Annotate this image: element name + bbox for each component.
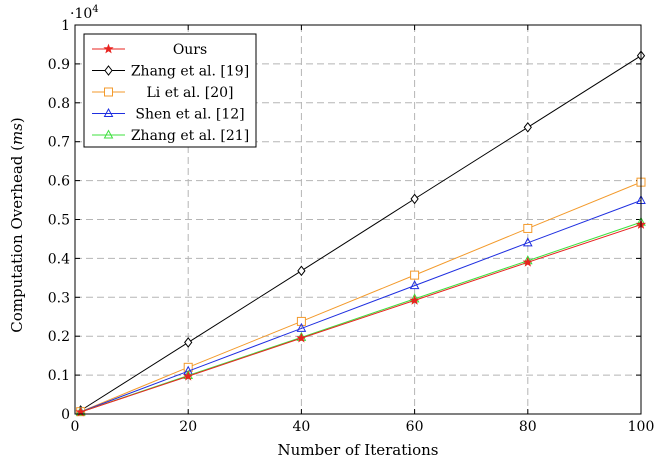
series-3: [75, 194, 646, 416]
legend-label: Zhang et al. [21]: [131, 128, 249, 144]
y-tick-label: 1: [61, 18, 70, 34]
y-axis-title-unit: ms: [8, 123, 26, 145]
tick-labels: 0 20 40 60 80 100 0 0.1 0.2 0.3 0.4 0.5 0.6 0.7 0.8 0.9…: [48, 18, 654, 435]
data-point: [410, 270, 420, 280]
y-tick-label: 0.6: [48, 174, 70, 190]
y-tick-label: 0.3: [48, 290, 70, 306]
data-point: [523, 121, 532, 133]
y-tick-label: 0.5: [48, 213, 70, 229]
legend-item: Zhang et al. [19]: [92, 64, 249, 80]
data-point: [296, 322, 307, 332]
data-point: [296, 332, 307, 343]
data-point: [409, 280, 420, 290]
legend-label: Zhang et al. [19]: [131, 64, 249, 80]
y-tick-label: 0.9: [48, 57, 70, 73]
data-point: [296, 316, 306, 326]
series-line: [80, 55, 642, 411]
x-axis-title: Number of Iterations: [278, 441, 439, 459]
data-point: [297, 265, 306, 277]
x-tick-label: 60: [406, 419, 424, 435]
series-line: [80, 221, 642, 413]
series-line: [80, 181, 642, 413]
legend-marker: [103, 107, 114, 117]
y-tick-label: 0: [61, 407, 70, 423]
legend-item: Shen et al. [12]: [92, 107, 245, 123]
plot-area-frame: [74, 24, 642, 415]
series-line: [80, 224, 642, 413]
legend-item: Ours: [92, 42, 207, 58]
x-tick-label: 20: [179, 419, 197, 435]
legend-label: Li et al. [20]: [146, 85, 233, 101]
y-tick-label: 0.2: [48, 329, 70, 345]
legend-marker: [104, 87, 113, 97]
data-point: [183, 370, 194, 381]
y-tick-label: 0.1: [48, 368, 70, 384]
y-multiplier-exponent: 4: [92, 4, 98, 15]
data-point: [522, 256, 533, 267]
data-point: [409, 295, 420, 305]
legend: Ours Zhang et al. [19] Li et al. [20] Shen …: [83, 33, 257, 148]
y-tick-label: 0.7: [48, 135, 70, 151]
y-axis-multiplier: ·104: [70, 4, 99, 22]
y-axis-title: Computation Overhead (ms): [8, 117, 26, 333]
x-tick-label: 40: [292, 419, 310, 435]
legend-item: Zhang et al. [21]: [92, 128, 249, 144]
y-axis-title-close: ): [8, 117, 26, 123]
x-tick-label: 80: [519, 419, 537, 435]
y-tick-label: 0.4: [48, 251, 70, 267]
legend-marker: [103, 129, 114, 139]
legend-marker: [103, 43, 114, 54]
data-point: [184, 337, 193, 348]
legend-label: Shen et al. [12]: [135, 107, 244, 123]
legend-item: Li et al. [20]: [92, 85, 234, 101]
series-line: [80, 199, 642, 413]
y-tick-label: 0.8: [48, 96, 70, 112]
legend-marker: [104, 65, 113, 76]
x-tick-label: 0: [71, 419, 80, 435]
y-multiplier-base: ·10: [70, 6, 92, 22]
data-point: [410, 193, 419, 205]
legend-label: Ours: [173, 42, 207, 58]
y-axis-title-text: Computation Overhead (: [8, 145, 26, 333]
x-tick-label: 100: [628, 419, 654, 435]
data-point: [522, 237, 533, 247]
data-point: [523, 223, 533, 233]
